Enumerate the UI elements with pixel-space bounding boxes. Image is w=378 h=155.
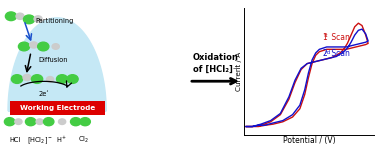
Circle shape [71, 118, 81, 126]
Circle shape [38, 42, 49, 51]
Circle shape [25, 118, 36, 126]
Text: Scan: Scan [329, 49, 350, 58]
Circle shape [59, 119, 66, 124]
Circle shape [19, 42, 29, 51]
Circle shape [11, 75, 23, 83]
Text: Scan: Scan [329, 33, 350, 42]
Circle shape [23, 15, 35, 24]
Circle shape [23, 74, 31, 81]
Text: nd: nd [324, 49, 330, 55]
Text: [HCl$_2$]$^-$: [HCl$_2$]$^-$ [27, 135, 53, 146]
Y-axis label: Current / A: Current / A [236, 52, 242, 91]
X-axis label: Potential / (V): Potential / (V) [283, 136, 335, 145]
Circle shape [16, 13, 24, 19]
Circle shape [52, 44, 59, 49]
Circle shape [36, 119, 43, 124]
Text: 2: 2 [322, 49, 327, 58]
Text: Cl$_2$: Cl$_2$ [77, 135, 89, 145]
Circle shape [56, 75, 68, 83]
Circle shape [5, 12, 17, 21]
Circle shape [31, 75, 43, 83]
Text: HCl: HCl [9, 137, 21, 143]
Bar [9, 101, 105, 115]
Text: st: st [324, 33, 328, 38]
Text: 1: 1 [322, 33, 327, 42]
Text: H$^+$: H$^+$ [56, 135, 68, 145]
Circle shape [15, 119, 22, 124]
Circle shape [5, 118, 15, 126]
Text: Partitioning: Partitioning [35, 18, 73, 24]
Circle shape [46, 77, 54, 82]
Text: Diffusion: Diffusion [38, 57, 68, 63]
Text: 2eʹ: 2eʹ [39, 91, 49, 97]
Circle shape [29, 42, 38, 48]
Text: Oxidation: Oxidation [192, 53, 239, 62]
Polygon shape [8, 18, 106, 111]
Circle shape [80, 118, 90, 126]
Circle shape [34, 16, 42, 22]
Text: Working Electrode: Working Electrode [20, 105, 95, 111]
Text: of [HCl₂]⁻: of [HCl₂]⁻ [193, 65, 238, 74]
Circle shape [43, 118, 54, 126]
Circle shape [67, 75, 78, 83]
